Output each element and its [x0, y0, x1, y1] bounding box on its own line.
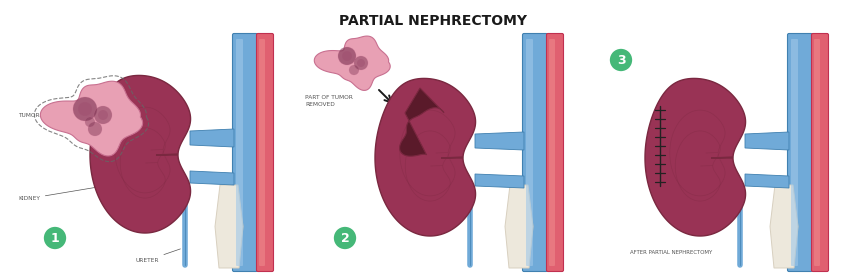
- Polygon shape: [375, 78, 476, 236]
- Polygon shape: [190, 171, 234, 185]
- Circle shape: [357, 59, 365, 67]
- Polygon shape: [215, 185, 243, 268]
- FancyBboxPatch shape: [526, 39, 533, 266]
- Text: 3: 3: [616, 53, 625, 67]
- Text: PART OF TUMOR
REMOVED: PART OF TUMOR REMOVED: [305, 95, 353, 107]
- Circle shape: [73, 97, 97, 121]
- FancyBboxPatch shape: [791, 39, 798, 266]
- Circle shape: [43, 226, 67, 250]
- Polygon shape: [505, 185, 533, 268]
- Circle shape: [342, 51, 352, 61]
- Polygon shape: [745, 174, 789, 188]
- Circle shape: [85, 117, 95, 127]
- Text: AFTER PARTIAL NEPHRECTOMY: AFTER PARTIAL NEPHRECTOMY: [630, 249, 713, 255]
- Text: 2: 2: [341, 232, 349, 244]
- Text: KIDNEY: KIDNEY: [18, 185, 108, 201]
- Polygon shape: [90, 75, 191, 233]
- Circle shape: [338, 47, 356, 65]
- Circle shape: [609, 48, 633, 72]
- FancyBboxPatch shape: [236, 39, 243, 266]
- FancyBboxPatch shape: [523, 34, 547, 272]
- Text: URETER: URETER: [135, 249, 180, 263]
- FancyBboxPatch shape: [549, 39, 555, 266]
- Circle shape: [88, 122, 102, 136]
- Polygon shape: [745, 132, 789, 150]
- FancyBboxPatch shape: [257, 34, 273, 272]
- Circle shape: [98, 110, 108, 120]
- Polygon shape: [41, 81, 142, 156]
- FancyBboxPatch shape: [232, 34, 257, 272]
- Polygon shape: [190, 129, 234, 147]
- Circle shape: [354, 56, 368, 70]
- Polygon shape: [645, 78, 746, 236]
- Circle shape: [78, 102, 92, 116]
- FancyBboxPatch shape: [814, 39, 820, 266]
- Text: PARTIAL NEPHRECTOMY: PARTIAL NEPHRECTOMY: [339, 14, 527, 28]
- FancyBboxPatch shape: [546, 34, 564, 272]
- Polygon shape: [475, 132, 524, 150]
- FancyBboxPatch shape: [787, 34, 812, 272]
- Circle shape: [94, 106, 112, 124]
- Circle shape: [349, 65, 359, 75]
- Polygon shape: [400, 88, 444, 156]
- Polygon shape: [770, 185, 798, 268]
- Text: 1: 1: [50, 232, 59, 244]
- Text: TUMOR: TUMOR: [18, 113, 114, 122]
- Polygon shape: [315, 36, 390, 90]
- FancyBboxPatch shape: [259, 39, 265, 266]
- Polygon shape: [475, 174, 524, 188]
- Circle shape: [333, 226, 357, 250]
- FancyBboxPatch shape: [812, 34, 829, 272]
